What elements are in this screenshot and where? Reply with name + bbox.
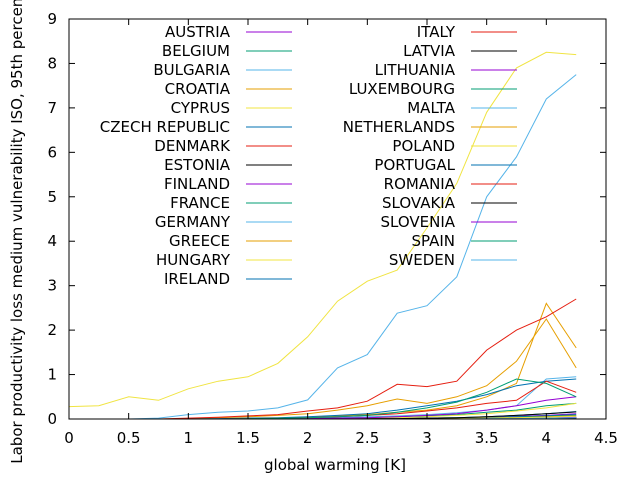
series-line-romania — [69, 380, 577, 420]
x-tick-label: 2.5 — [355, 429, 379, 447]
legend-label: NETHERLANDS — [343, 118, 455, 136]
legend-label: BELGIUM — [162, 42, 230, 60]
y-tick-label: 7 — [47, 99, 57, 117]
x-tick-label: 2 — [303, 429, 313, 447]
legend-label: SWEDEN — [389, 251, 455, 269]
x-tick-label: 1.5 — [236, 429, 260, 447]
plot-frame — [68, 18, 607, 420]
y-tick-label: 4 — [47, 232, 57, 250]
series-lines — [68, 51, 577, 420]
legend-label: LITHUANIA — [375, 61, 456, 79]
x-tick-label: 3 — [422, 429, 432, 447]
legend-label: SPAIN — [411, 232, 455, 250]
legend-label: FINLAND — [164, 175, 230, 193]
y-tick-label: 8 — [47, 54, 57, 72]
series-line-greece — [69, 318, 577, 420]
series-line-cyprus — [68, 51, 577, 408]
legend-label: SLOVAKIA — [382, 194, 456, 212]
legend-label: ITALY — [417, 23, 456, 41]
legend-label: AUSTRIA — [165, 23, 231, 41]
legend-label: ESTONIA — [164, 156, 231, 174]
series-line-italy — [69, 298, 577, 420]
legend-label: ROMANIA — [384, 175, 456, 193]
legend-label: POLAND — [392, 137, 455, 155]
legend-label: IRELAND — [164, 270, 230, 288]
y-axis-label: Labor productivity loss medium vulnerabi… — [8, 0, 26, 464]
legend-label: CYPRUS — [171, 99, 230, 117]
legend-label: HUNGARY — [156, 251, 231, 269]
series-line-malta — [69, 74, 577, 420]
legend-label: BULGARIA — [153, 61, 230, 79]
y-tick-label: 2 — [47, 321, 57, 339]
legend-label: SLOVENIA — [380, 213, 455, 231]
legend-label: LUXEMBOURG — [349, 80, 455, 98]
x-axis-label: global warming [K] — [264, 456, 406, 474]
legend: AUSTRIABELGIUMBULGARIACROATIACYPRUSCZECH… — [100, 23, 517, 288]
x-tick-label: 0 — [64, 429, 74, 447]
legend-label: GERMANY — [155, 213, 231, 231]
legend-label: CZECH REPUBLIC — [100, 118, 230, 136]
x-tick-label: 4.5 — [594, 429, 618, 447]
y-tick-label: 1 — [47, 366, 57, 384]
axes: 0 0.5 1 1.5 2 2.5 3 3.5 4 4.5 0 1 2 3 4 5 6 7 8 9 — [47, 10, 617, 447]
y-tick-label: 5 — [47, 188, 57, 206]
y-tick-label: 3 — [47, 277, 57, 295]
y-tick-label: 6 — [47, 143, 57, 161]
legend-label: FRANCE — [170, 194, 230, 212]
legend-label: PORTUGAL — [374, 156, 455, 174]
x-tick-label: 1 — [184, 429, 194, 447]
x-tick-label: 4 — [542, 429, 552, 447]
legend-label: LATVIA — [403, 42, 456, 60]
legend-label: MALTA — [407, 99, 455, 117]
y-tick-label: 9 — [47, 10, 57, 28]
x-tick-label: 0.5 — [117, 429, 141, 447]
x-tick-label: 3.5 — [475, 429, 499, 447]
legend-label: GREECE — [169, 232, 230, 250]
legend-label: DENMARK — [154, 137, 231, 155]
y-tick-label: 0 — [47, 410, 57, 428]
legend-label: CROATIA — [165, 80, 231, 98]
